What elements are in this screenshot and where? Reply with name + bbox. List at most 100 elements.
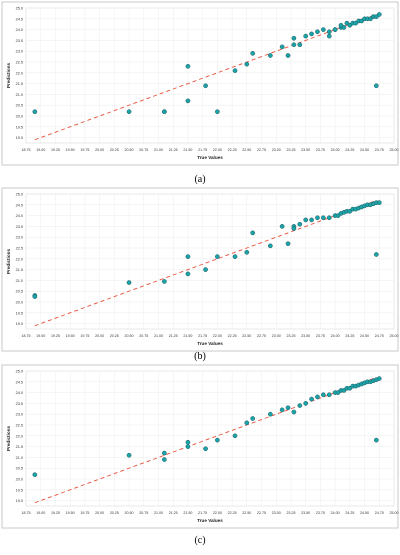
y-tick-label: 24.5 xyxy=(16,380,23,384)
x-tick-label: 20.50 xyxy=(125,148,134,152)
data-point xyxy=(185,63,191,69)
y-tick-label: 23.5 xyxy=(16,39,23,43)
x-tick-label: 22.50 xyxy=(242,148,251,152)
data-point xyxy=(315,215,320,221)
data-point xyxy=(291,409,297,415)
data-point xyxy=(291,226,297,231)
data-point xyxy=(203,267,208,272)
data-point xyxy=(297,221,303,227)
data-point xyxy=(32,109,38,115)
x-tick-label: 24.25 xyxy=(345,511,354,515)
data-point xyxy=(215,109,220,115)
x-tick-label: 22.00 xyxy=(213,511,222,515)
x-tick-label: 23.25 xyxy=(286,334,295,338)
y-tick-label: 23.5 xyxy=(16,225,23,229)
x-tick-label: 20.50 xyxy=(125,511,134,515)
data-point xyxy=(297,403,303,408)
x-tick-label: 21.75 xyxy=(198,511,207,515)
data-point xyxy=(303,401,309,406)
x-tick-label: 24.00 xyxy=(331,511,340,515)
x-tick-label: 22.00 xyxy=(213,148,222,152)
y-tick-label: 19.5 xyxy=(16,311,23,315)
x-tick-label: 23.50 xyxy=(301,148,310,152)
data-point xyxy=(185,444,191,449)
data-point xyxy=(303,217,309,223)
x-tick-label: 22.75 xyxy=(257,511,266,515)
x-tick-label: 23.75 xyxy=(316,148,325,152)
reference-line xyxy=(34,200,377,327)
x-tick-label: 21.75 xyxy=(198,334,207,338)
x-tick-label: 19.75 xyxy=(80,511,89,515)
x-tick-label: 24.50 xyxy=(360,334,369,338)
x-tick-label: 23.25 xyxy=(286,148,295,152)
x-tick-label: 21.50 xyxy=(183,334,192,338)
data-point xyxy=(309,396,314,402)
x-tick-label: 20.25 xyxy=(110,334,119,338)
data-point xyxy=(315,394,320,400)
data-point xyxy=(244,61,250,67)
data-point xyxy=(279,407,285,413)
x-tick-label: 24.00 xyxy=(331,334,340,338)
y-tick-label: 21.0 xyxy=(16,456,23,460)
y-tick-label: 20.0 xyxy=(16,478,23,482)
panel-caption: (a) xyxy=(194,174,205,185)
x-tick-label: 19.50 xyxy=(66,334,75,338)
y-tick-label: 19.5 xyxy=(16,488,23,492)
x-tick-label: 21.25 xyxy=(169,511,178,515)
data-point xyxy=(373,252,379,257)
data-point xyxy=(291,35,297,41)
x-tick-label: 23.00 xyxy=(272,334,281,338)
y-tick-label: 21.0 xyxy=(16,279,23,283)
data-point xyxy=(162,109,167,115)
y-tick-label: 22.5 xyxy=(16,247,23,251)
x-tick-label: 23.00 xyxy=(272,148,281,152)
data-point xyxy=(215,254,220,259)
x-tick-label: 23.00 xyxy=(272,511,281,515)
x-tick-label: 25.00 xyxy=(390,334,399,338)
data-point xyxy=(250,230,256,236)
x-tick-label: 24.25 xyxy=(345,148,354,152)
y-tick-label: 22.0 xyxy=(16,434,23,438)
y-axis-label: Predictions xyxy=(6,426,11,451)
y-axis-label: Predictions xyxy=(6,63,11,88)
data-point xyxy=(376,12,382,17)
x-tick-label: 22.50 xyxy=(242,511,251,515)
x-tick-label: 24.25 xyxy=(345,334,354,338)
data-point xyxy=(162,450,167,456)
data-point xyxy=(320,27,326,32)
x-tick-label: 20.25 xyxy=(110,148,119,152)
data-point xyxy=(320,392,326,398)
x-axis-label: True Values xyxy=(197,155,223,160)
data-point xyxy=(185,439,191,445)
y-tick-label: 20.5 xyxy=(16,290,23,294)
x-tick-label: 23.75 xyxy=(316,511,325,515)
data-point xyxy=(162,279,167,284)
x-tick-label: 20.00 xyxy=(95,511,104,515)
x-axis-label: True Values xyxy=(197,518,223,523)
x-tick-label: 21.00 xyxy=(154,148,163,152)
data-point xyxy=(373,83,379,89)
x-tick-label: 24.00 xyxy=(331,148,340,152)
data-point xyxy=(285,53,291,58)
x-tick-label: 19.50 xyxy=(66,511,75,515)
y-axis-label: Predictions xyxy=(6,249,11,274)
data-point xyxy=(185,271,191,277)
panel-caption: (b) xyxy=(194,351,206,362)
y-tick-label: 20.5 xyxy=(16,104,23,108)
y-tick-label: 24.0 xyxy=(16,214,23,218)
x-tick-label: 23.25 xyxy=(286,511,295,515)
y-tick-label: 25.0 xyxy=(16,370,23,374)
x-tick-label: 18.75 xyxy=(22,511,31,515)
data-point xyxy=(203,446,208,452)
data-point xyxy=(303,33,309,39)
data-point xyxy=(32,294,38,299)
y-tick-label: 22.0 xyxy=(16,257,23,261)
y-tick-label: 25.0 xyxy=(16,193,23,197)
x-tick-label: 20.00 xyxy=(95,334,104,338)
y-tick-label: 19.0 xyxy=(16,499,23,503)
x-tick-label: 24.75 xyxy=(375,148,384,152)
reference-line xyxy=(34,377,377,504)
data-point xyxy=(268,53,273,58)
data-point xyxy=(309,31,314,37)
